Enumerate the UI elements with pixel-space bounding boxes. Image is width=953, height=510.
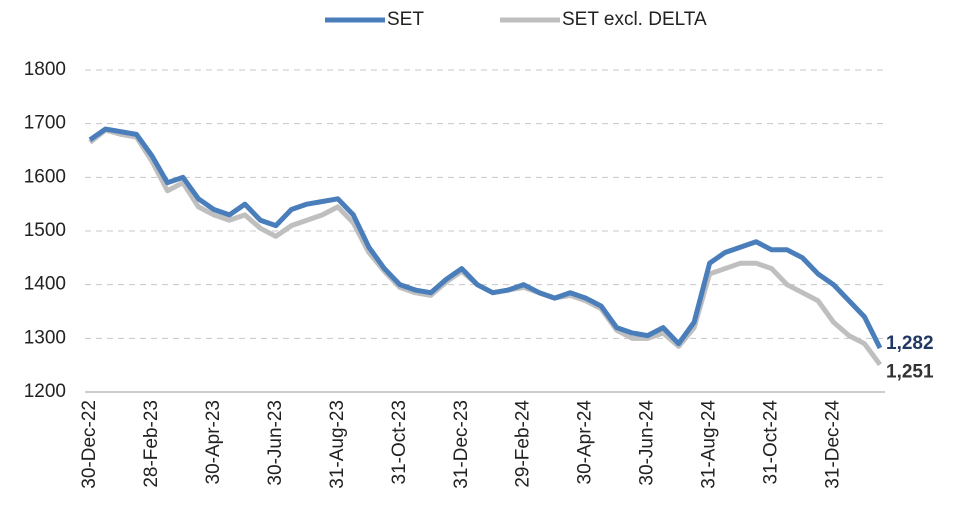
y-tick-label: 1500: [24, 220, 66, 241]
y-tick-label: 1600: [24, 166, 66, 187]
x-tick-label: 28-Feb-23: [141, 400, 162, 488]
x-tick-label: 31-Oct-23: [389, 400, 410, 484]
x-tick-label: 30-Dec-22: [79, 400, 100, 489]
y-tick-label: 1400: [24, 274, 66, 295]
y-tick-label: 1200: [24, 381, 66, 402]
x-tick-label: 31-Dec-24: [823, 400, 844, 489]
x-tick-label: 30-Jun-24: [637, 400, 658, 486]
x-tick-label: 31-Dec-23: [451, 400, 472, 489]
x-tick-label: 31-Oct-24: [761, 400, 782, 485]
x-tick-label: 31-Aug-23: [327, 400, 348, 489]
legend-label: SET excl. DELTA: [562, 9, 707, 30]
x-tick-label: 30-Jun-23: [265, 400, 286, 486]
y-tick-label: 1300: [24, 327, 66, 348]
series-line: [88, 127, 883, 367]
y-tick-label: 1700: [24, 113, 66, 134]
x-tick-label: 29-Feb-24: [513, 400, 534, 488]
x-tick-label: 30-Apr-23: [203, 400, 224, 485]
x-tick-label: 31-Aug-24: [699, 400, 720, 489]
value-label: 1,251: [886, 362, 934, 383]
value-label: 1,282: [886, 333, 934, 354]
y-tick-label: 1800: [24, 59, 66, 80]
legend-label: SET: [387, 9, 424, 30]
x-tick-label: 30-Apr-24: [575, 400, 596, 485]
series-line: [88, 126, 883, 350]
